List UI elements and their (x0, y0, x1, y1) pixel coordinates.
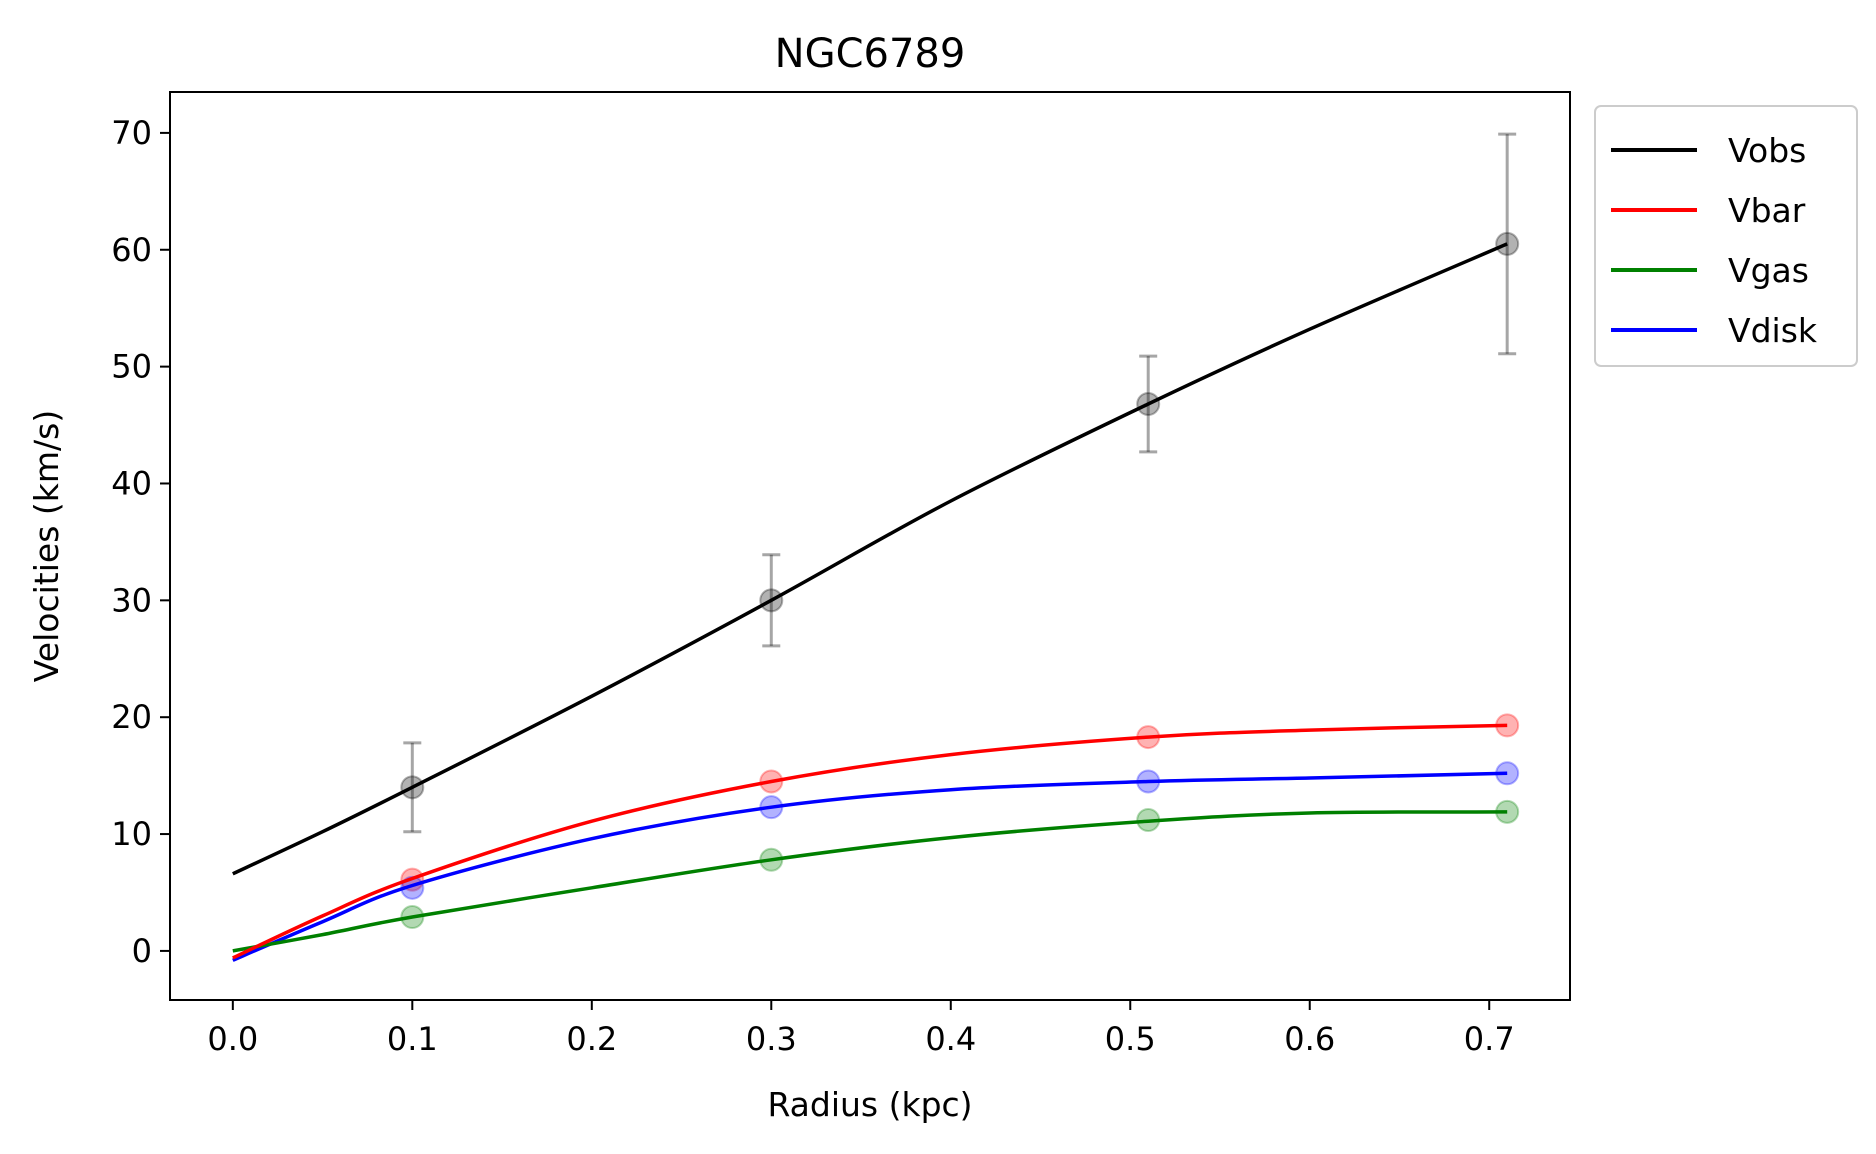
x-axis-label: Radius (kpc) (767, 1085, 972, 1124)
legend-label-vbar: Vbar (1728, 191, 1806, 230)
x-tick-label: 0.6 (1284, 1020, 1335, 1058)
y-tick-label: 50 (111, 348, 152, 386)
x-tick-label: 0.5 (1105, 1020, 1156, 1058)
x-axis-ticks: 0.0 0.1 0.2 0.3 0.4 0.5 0.6 0.7 (207, 1000, 1515, 1058)
legend-label-vdisk: Vdisk (1728, 311, 1818, 350)
vdisk-line (232, 771, 1508, 962)
legend: Vobs Vbar Vgas Vdisk (1594, 105, 1858, 367)
vbar-line (232, 723, 1508, 960)
y-tick-label: 60 (111, 231, 152, 269)
plot-marks (232, 132, 1520, 962)
y-tick-label: 0 (132, 932, 152, 970)
y-tick-label: 20 (111, 698, 152, 736)
vgas-line (232, 810, 1508, 953)
y-axis-label: Velocities (km/s) (27, 410, 66, 682)
y-tick-label: 10 (111, 815, 152, 853)
x-tick-label: 0.4 (925, 1020, 976, 1058)
x-tick-label: 0.3 (746, 1020, 797, 1058)
vobs-line (232, 242, 1508, 876)
y-tick-label: 40 (111, 464, 152, 502)
legend-label-vobs: Vobs (1728, 131, 1806, 170)
x-tick-label: 0.0 (207, 1020, 258, 1058)
plot-area-frame (169, 91, 1571, 1001)
x-tick-label: 0.7 (1464, 1020, 1515, 1058)
x-tick-label: 0.2 (566, 1020, 617, 1058)
x-tick-label: 0.1 (387, 1020, 438, 1058)
y-tick-label: 70 (111, 114, 152, 152)
y-tick-label: 30 (111, 581, 152, 619)
chart-title: NGC6789 (775, 31, 966, 77)
legend-label-vgas: Vgas (1728, 251, 1809, 290)
y-axis-ticks: 0 10 20 30 40 50 60 70 (111, 114, 170, 970)
legend-box (1594, 105, 1858, 367)
